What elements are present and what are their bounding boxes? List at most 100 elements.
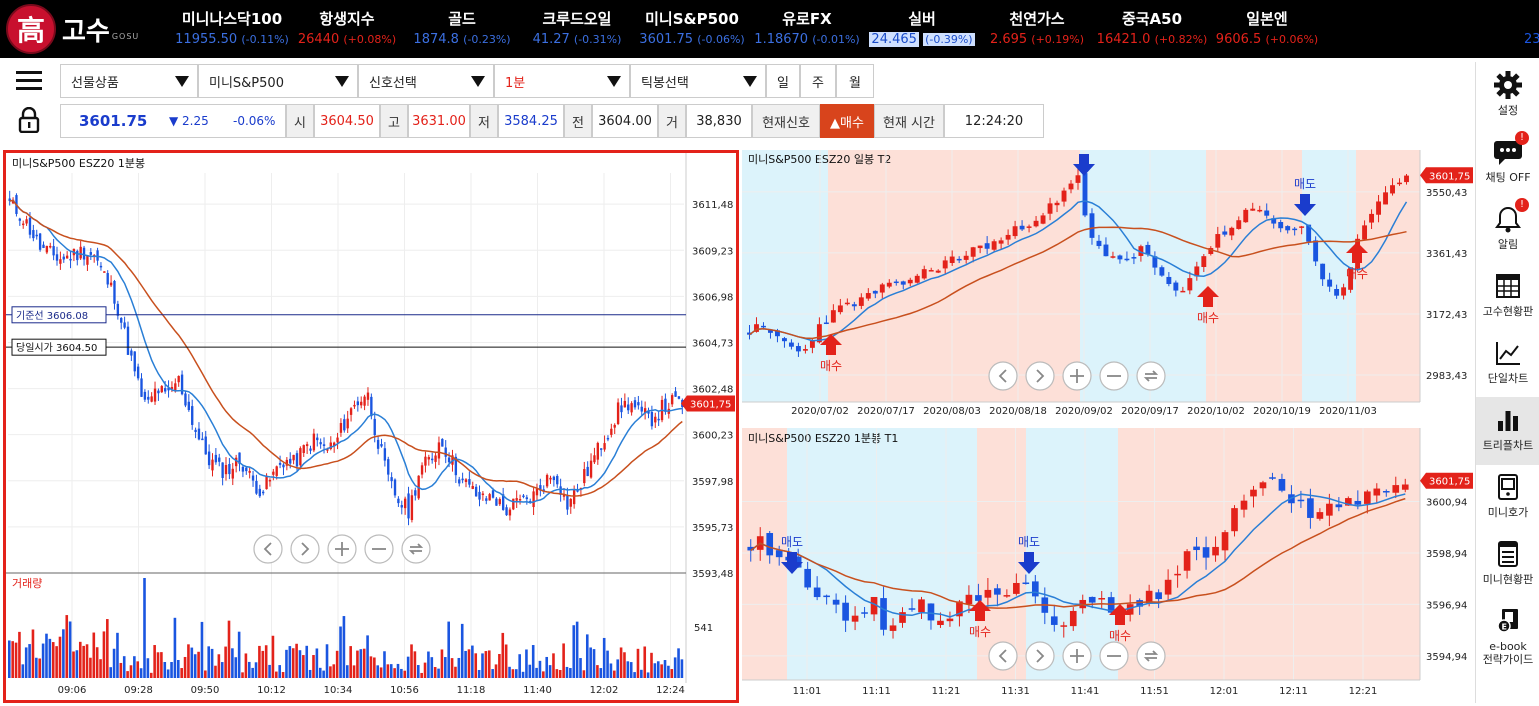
day-button[interactable]: 일 bbox=[766, 64, 800, 98]
ebook-icon: E bbox=[1493, 606, 1523, 636]
daily-chart-panel[interactable]: 미니S&P500 ESZ20 일봉 T2 3550,43 3361,43 3172,4… bbox=[742, 150, 1474, 424]
volume-bar bbox=[444, 657, 447, 678]
sidebar-item-label: 알림 bbox=[1497, 238, 1519, 251]
volume-bar bbox=[11, 641, 14, 678]
signal-select[interactable]: 신호선택 bbox=[358, 64, 494, 98]
minute-chart-panel[interactable]: 미니S&P500 ESZ20 1분봉 T1 3600,94 3598,94 3596,… bbox=[742, 428, 1474, 703]
nav-icon bbox=[1143, 650, 1159, 662]
ticker-item[interactable]: 천연가스 2.695 (+0.19%) bbox=[972, 8, 1102, 47]
candle-body bbox=[1341, 287, 1347, 296]
chevron-down-icon bbox=[607, 76, 621, 87]
scroll-right-button[interactable] bbox=[1025, 361, 1055, 391]
scroll-left-button[interactable] bbox=[253, 534, 283, 564]
volume-bar bbox=[379, 667, 383, 678]
volume-bar bbox=[582, 670, 586, 678]
candle-body bbox=[1050, 616, 1058, 625]
sidebar-item-bell[interactable]: ! 알림 bbox=[1476, 196, 1539, 264]
volume-bar bbox=[68, 621, 72, 678]
ticker-item[interactable]: 중국A50 16421.0 (+0.82%) bbox=[1087, 8, 1217, 47]
tick-select[interactable]: 틱봉선택 bbox=[630, 64, 766, 98]
interval-select[interactable]: 1분 bbox=[494, 64, 630, 98]
hamburger-menu-button[interactable] bbox=[4, 62, 54, 98]
sidebar-item-gear[interactable]: 설정 bbox=[1476, 62, 1539, 130]
sidebar-item-table[interactable]: 고수현황판 bbox=[1476, 263, 1539, 331]
reset-button[interactable] bbox=[1136, 641, 1166, 671]
volume-bar bbox=[349, 646, 352, 678]
candle-body bbox=[1390, 185, 1395, 194]
candle-body bbox=[329, 442, 332, 449]
volume-bar bbox=[180, 668, 183, 678]
reset-button[interactable] bbox=[1136, 361, 1166, 391]
ticker-item[interactable]: 크루드오일 41.27 (-0.31%) bbox=[512, 8, 642, 47]
zoom-in-button[interactable] bbox=[327, 534, 357, 564]
month-button[interactable]: 월 bbox=[836, 64, 874, 98]
symbol-select[interactable]: 미니S&P500 bbox=[198, 64, 358, 98]
scroll-left-button[interactable] bbox=[988, 641, 1018, 671]
volume-bar bbox=[217, 654, 221, 678]
candle-body bbox=[603, 443, 606, 450]
sidebar-item-bar-chart[interactable]: 트리플차트 bbox=[1476, 397, 1539, 465]
scroll-left-button[interactable] bbox=[988, 361, 1018, 391]
reset-button[interactable] bbox=[401, 534, 431, 564]
zoom-out-button[interactable] bbox=[1099, 361, 1129, 391]
candle-body bbox=[434, 455, 437, 462]
candle-body bbox=[1089, 213, 1095, 238]
volume-bar bbox=[474, 653, 478, 678]
scroll-right-button[interactable] bbox=[290, 534, 320, 564]
candle-body bbox=[991, 241, 997, 250]
candle-body bbox=[1327, 279, 1333, 287]
ticker-item[interactable]: 미니S&P500 3601.75 (-0.06%) bbox=[627, 8, 757, 47]
ticker-item[interactable]: 유로FX 1.18670 (-0.01%) bbox=[742, 8, 872, 47]
candle-body bbox=[1221, 532, 1229, 551]
week-button[interactable]: 주 bbox=[800, 64, 836, 98]
candle-body bbox=[880, 598, 887, 630]
ticker-item[interactable]: 항생지수 26440 (+0.08%) bbox=[282, 8, 412, 47]
ticker-item[interactable]: 일본엔 9606.5 (+0.06%) bbox=[1202, 8, 1332, 47]
candle-body bbox=[1060, 625, 1068, 627]
candle-body bbox=[522, 495, 525, 498]
candle-body bbox=[302, 445, 305, 453]
candle-body bbox=[1335, 504, 1343, 508]
minute-candlestick-chart[interactable]: 미니S&P500 ESZ20 1분봉 T1 3600,94 3598,94 3596,… bbox=[742, 428, 1474, 703]
nav-icon bbox=[1143, 370, 1159, 382]
daily-candlestick-chart[interactable]: 미니S&P500 ESZ20 일봉 T23550,433361,433172,4… bbox=[742, 150, 1474, 424]
candle-body bbox=[630, 403, 633, 413]
ticker-item[interactable]: 미니나스닥100 11955.50 (-0.11%) bbox=[167, 8, 297, 47]
product-select[interactable]: 선물상품 bbox=[60, 64, 198, 98]
logo-badge: 高 bbox=[6, 4, 56, 54]
candle-body bbox=[1145, 590, 1153, 604]
main-chart-panel[interactable]: 미니S&P500 ESZ20 1분봉 3611,48 3609,23 3606,98 3… bbox=[3, 150, 739, 703]
gosu-logo[interactable]: 高 고수 GOSU bbox=[6, 4, 139, 54]
volume-bar bbox=[548, 665, 552, 678]
ticker-item[interactable]: 골드 1874.8 (-0.23%) bbox=[397, 8, 527, 47]
candle-body bbox=[1166, 276, 1172, 285]
prev-value: 3604.00 bbox=[592, 104, 658, 138]
lock-button[interactable] bbox=[4, 102, 54, 138]
main-candlestick-chart[interactable]: 미니S&P500 ESZ20 1분봉 3611,48 3609,23 3606,98 3… bbox=[6, 153, 736, 700]
zoom-out-button[interactable] bbox=[1099, 641, 1129, 671]
chart-nav-controls bbox=[253, 534, 431, 564]
volume-bar bbox=[322, 670, 325, 678]
candle-body bbox=[1136, 600, 1143, 607]
candle-body bbox=[830, 310, 836, 323]
candle-body bbox=[823, 322, 829, 325]
ticker-item[interactable]: 실버 24.465 (-0.39%) bbox=[857, 8, 987, 47]
volume-bar bbox=[220, 662, 224, 678]
volume-bar bbox=[653, 663, 657, 678]
sidebar-item-list[interactable]: 미니현황판 bbox=[1476, 531, 1539, 599]
volume-bar bbox=[437, 668, 440, 678]
sidebar-item-line-chart[interactable]: 단일차트 bbox=[1476, 330, 1539, 398]
volume-bar bbox=[467, 649, 471, 678]
sidebar-item-orderbook[interactable]: 미니호가 bbox=[1476, 464, 1539, 532]
scroll-right-button[interactable] bbox=[1025, 641, 1055, 671]
zoom-out-button[interactable] bbox=[364, 534, 394, 564]
sidebar-item-chat[interactable]: ! 채팅 OFF bbox=[1476, 129, 1539, 197]
candle-body bbox=[180, 374, 184, 395]
volume-bar bbox=[170, 661, 173, 678]
zoom-in-button[interactable] bbox=[1062, 361, 1092, 391]
volume-bar bbox=[410, 644, 413, 678]
zoom-in-button[interactable] bbox=[1062, 641, 1092, 671]
candle-body bbox=[637, 402, 640, 406]
candle-body bbox=[802, 349, 808, 351]
